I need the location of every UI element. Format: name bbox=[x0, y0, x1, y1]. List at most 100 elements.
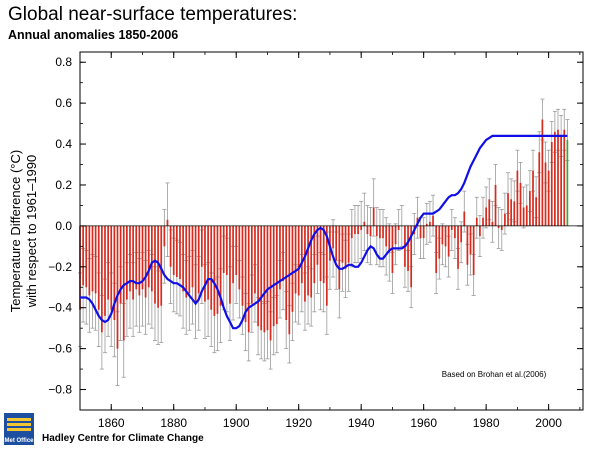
bar bbox=[354, 225, 356, 235]
bar bbox=[504, 213, 506, 226]
bar bbox=[291, 225, 294, 312]
bar bbox=[507, 193, 509, 226]
bar bbox=[210, 225, 213, 310]
bar bbox=[538, 152, 541, 226]
bar bbox=[216, 225, 219, 314]
bar bbox=[126, 225, 128, 300]
bar bbox=[447, 225, 450, 257]
bar bbox=[519, 182, 522, 226]
bar bbox=[491, 221, 494, 226]
bar bbox=[263, 225, 266, 333]
bar bbox=[560, 135, 562, 226]
bar bbox=[338, 225, 341, 290]
bar bbox=[219, 225, 222, 306]
bar bbox=[94, 225, 97, 294]
x-tick-label: 1900 bbox=[223, 416, 250, 430]
bar bbox=[463, 211, 466, 226]
bar bbox=[304, 225, 306, 302]
bar bbox=[225, 225, 228, 275]
bar bbox=[194, 225, 197, 302]
bar bbox=[97, 225, 100, 310]
x-tick-label: 1960 bbox=[410, 416, 437, 430]
bar bbox=[485, 207, 488, 226]
bar bbox=[257, 225, 259, 327]
bar bbox=[300, 225, 303, 284]
bar bbox=[307, 225, 309, 296]
bar bbox=[472, 225, 475, 275]
bar bbox=[188, 225, 191, 294]
bar bbox=[369, 225, 372, 237]
bar bbox=[522, 207, 525, 226]
bar bbox=[147, 225, 150, 288]
bar bbox=[563, 129, 566, 226]
bar bbox=[432, 215, 434, 226]
footer-credit: Hadley Centre for Climate Change bbox=[42, 433, 204, 444]
bar bbox=[325, 225, 328, 306]
bar bbox=[260, 225, 263, 331]
bar bbox=[185, 225, 188, 298]
y-tick-label: −0.4 bbox=[48, 301, 72, 315]
y-tick-label: −0.2 bbox=[48, 260, 72, 274]
bar bbox=[82, 225, 84, 286]
bar bbox=[372, 207, 375, 226]
bar bbox=[332, 225, 334, 249]
y-tick-label: −0.8 bbox=[48, 383, 72, 397]
anomaly-bars bbox=[79, 119, 569, 349]
bar bbox=[379, 225, 381, 239]
bar bbox=[182, 225, 184, 292]
bar bbox=[438, 225, 441, 259]
bar bbox=[138, 225, 141, 296]
bar bbox=[366, 225, 369, 235]
bar bbox=[144, 225, 147, 298]
bar bbox=[154, 225, 156, 304]
bar bbox=[160, 225, 163, 306]
bar bbox=[444, 225, 447, 247]
bar bbox=[500, 225, 503, 230]
bar bbox=[441, 225, 444, 245]
bar bbox=[319, 225, 322, 282]
bar bbox=[163, 225, 166, 247]
bar bbox=[488, 199, 491, 226]
bar bbox=[557, 129, 559, 226]
met-office-logo: Met Office bbox=[4, 413, 34, 445]
bar bbox=[535, 197, 537, 226]
bar bbox=[344, 225, 347, 269]
bar bbox=[88, 225, 91, 296]
bar bbox=[525, 205, 528, 226]
bar bbox=[101, 225, 103, 333]
bar bbox=[166, 219, 169, 226]
bar bbox=[363, 221, 366, 226]
page-subtitle: Annual anomalies 1850-2006 bbox=[8, 28, 179, 42]
bar bbox=[222, 225, 225, 273]
y-tick-label: 0.0 bbox=[55, 219, 72, 233]
bar bbox=[254, 225, 256, 294]
bar bbox=[375, 225, 378, 237]
x-tick-label: 1940 bbox=[348, 416, 375, 430]
bar bbox=[197, 225, 200, 294]
axis-text: −0.8 −0.6 −0.4 −0.2 0.0 0.2 0.4 0.6 0.8 1860 1880 1… bbox=[8, 55, 562, 430]
bar bbox=[547, 170, 550, 226]
bar bbox=[410, 225, 413, 288]
bar bbox=[554, 131, 556, 226]
bar bbox=[529, 191, 531, 226]
smoothed-line bbox=[80, 134, 568, 330]
bar bbox=[179, 225, 181, 280]
bar bbox=[269, 225, 272, 341]
bar bbox=[213, 225, 216, 316]
bar bbox=[360, 225, 363, 230]
bar bbox=[316, 225, 319, 265]
bar bbox=[322, 225, 325, 284]
bar bbox=[229, 225, 231, 304]
bar bbox=[335, 225, 338, 261]
bar bbox=[285, 225, 288, 320]
bar bbox=[232, 225, 234, 284]
bar bbox=[266, 225, 269, 331]
smoothed-trend bbox=[80, 134, 568, 330]
bar bbox=[132, 225, 134, 300]
bar bbox=[460, 225, 463, 243]
bar bbox=[104, 225, 106, 316]
bar bbox=[475, 217, 478, 226]
bar bbox=[532, 170, 534, 226]
y-axis-label: Temperature Difference (°C) bbox=[8, 150, 23, 312]
source-annotation: Based on Brohan et al.(2006) bbox=[442, 370, 547, 379]
